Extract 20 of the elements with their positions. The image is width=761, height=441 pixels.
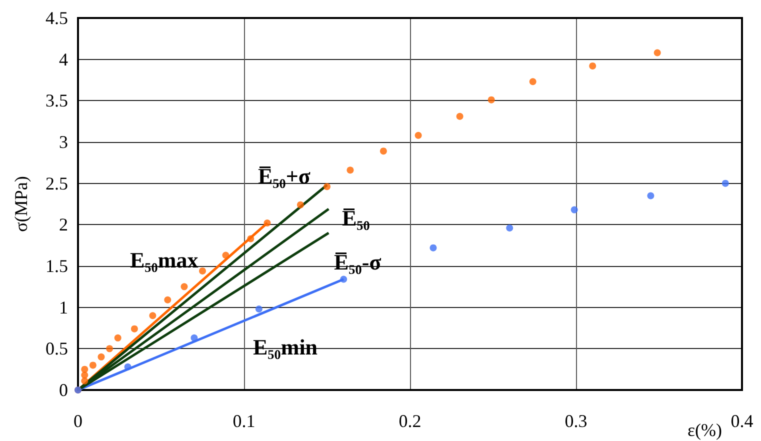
- x-tick-label: 0.3: [564, 411, 588, 431]
- x-axis-title: ε(%): [687, 420, 722, 440]
- y-tick-label: 2.5: [46, 173, 68, 194]
- y-tick-label: 0.5: [46, 338, 68, 359]
- y-tick-label: 1.5: [46, 256, 68, 276]
- y-tick-label: 2: [59, 214, 68, 235]
- y-axis-title: σ(MPa): [11, 176, 31, 232]
- x-tick-label: 0.2: [398, 411, 422, 431]
- x-tick-label: 0: [74, 411, 82, 431]
- y-tick-label: 0: [59, 380, 68, 400]
- annotation: E̅₅₀+σ: [258, 164, 310, 188]
- annotation: E̅₅₀: [342, 206, 370, 230]
- y-tick-label: 3: [59, 132, 68, 152]
- x-tick-label: 0.4: [730, 411, 754, 431]
- y-tick-label: 1: [59, 297, 68, 318]
- y-tick-label: 4: [59, 49, 68, 70]
- annotation: E₅₀max: [130, 248, 198, 272]
- x-tick-label: 0.1: [232, 411, 256, 431]
- y-tick-label: 4.5: [46, 8, 68, 28]
- y-tick-label: 3.5: [46, 90, 68, 111]
